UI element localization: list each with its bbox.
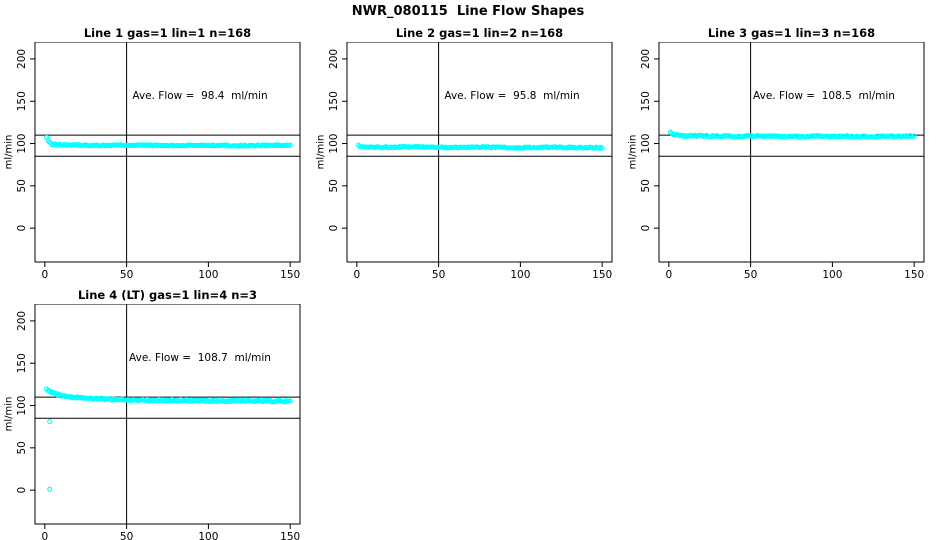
avg-flow-annotation: Ave. Flow = 95.8 ml/min bbox=[444, 90, 580, 102]
svg-text:50: 50 bbox=[640, 179, 652, 192]
subplot-title: Line 4 (LT) gas=1 lin=4 n=3 bbox=[77, 288, 258, 302]
svg-text:100: 100 bbox=[822, 269, 842, 278]
svg-text:100: 100 bbox=[198, 531, 218, 540]
svg-text:200: 200 bbox=[328, 49, 340, 69]
page-title: NWR_080115 Line Flow Shapes bbox=[351, 4, 585, 19]
svg-text:0: 0 bbox=[640, 225, 652, 232]
svg-text:100: 100 bbox=[16, 396, 28, 416]
svg-text:100: 100 bbox=[16, 134, 28, 154]
svg-text:150: 150 bbox=[640, 91, 652, 111]
svg-text:50: 50 bbox=[432, 269, 445, 278]
data-points bbox=[667, 129, 917, 140]
svg-text:50: 50 bbox=[328, 179, 340, 192]
avg-flow-annotation: Ave. Flow = 108.7 ml/min bbox=[129, 352, 271, 364]
y-axis-label: ml/min bbox=[315, 134, 327, 170]
subplot-line-4: Line 4 (LT) gas=1 lin=4 n=3 0 50 100 150 0 50… bbox=[0, 288, 312, 540]
plot-canvas-1: 0 50 100 150 0 50 100 150 200 bbox=[16, 42, 301, 278]
svg-text:50: 50 bbox=[16, 179, 28, 192]
svg-text:150: 150 bbox=[16, 353, 28, 373]
svg-text:150: 150 bbox=[328, 91, 340, 111]
subplot-line-2: Line 2 gas=1 lin=2 n=168 0 50 100 150 0 50 100… bbox=[312, 26, 624, 278]
y-axis-label: ml/min bbox=[3, 396, 15, 432]
svg-text:150: 150 bbox=[904, 269, 924, 278]
data-points bbox=[43, 134, 293, 149]
svg-text:0: 0 bbox=[41, 531, 48, 540]
svg-text:150: 150 bbox=[592, 269, 612, 278]
svg-text:0: 0 bbox=[41, 269, 48, 278]
subplot-title: Line 3 gas=1 lin=3 n=168 bbox=[707, 26, 876, 40]
subplot-line-3: Line 3 gas=1 lin=3 n=168 0 50 100 150 0 50 100… bbox=[624, 26, 936, 278]
svg-text:50: 50 bbox=[120, 531, 133, 540]
subplot-title: Line 2 gas=1 lin=2 n=168 bbox=[395, 26, 564, 40]
svg-text:200: 200 bbox=[16, 49, 28, 69]
data-points bbox=[43, 386, 293, 492]
y-axis-label: ml/min bbox=[3, 134, 15, 170]
subplot-title: Line 1 gas=1 lin=1 n=168 bbox=[83, 26, 252, 40]
svg-text:150: 150 bbox=[280, 531, 300, 540]
svg-text:0: 0 bbox=[16, 487, 28, 494]
plot-canvas-2: 0 50 100 150 0 50 100 150 200 bbox=[328, 42, 613, 278]
avg-flow-annotation: Ave. Flow = 108.5 ml/min bbox=[753, 90, 895, 102]
svg-text:150: 150 bbox=[280, 269, 300, 278]
svg-text:100: 100 bbox=[510, 269, 530, 278]
svg-text:100: 100 bbox=[198, 269, 218, 278]
svg-text:100: 100 bbox=[640, 134, 652, 154]
subplot-line-1: Line 1 gas=1 lin=1 n=168 0 50 100 150 0 50 100… bbox=[0, 26, 312, 278]
svg-text:50: 50 bbox=[744, 269, 757, 278]
plot-canvas-4: 0 50 100 150 0 50 100 150 200 bbox=[16, 304, 301, 540]
avg-flow-annotation: Ave. Flow = 98.4 ml/min bbox=[132, 90, 268, 102]
svg-text:50: 50 bbox=[16, 441, 28, 454]
svg-text:200: 200 bbox=[640, 49, 652, 69]
svg-text:0: 0 bbox=[353, 269, 360, 278]
svg-text:100: 100 bbox=[328, 134, 340, 154]
svg-text:150: 150 bbox=[16, 91, 28, 111]
plot-canvas-3: 0 50 100 150 0 50 100 150 200 bbox=[640, 42, 925, 278]
svg-text:200: 200 bbox=[16, 311, 28, 331]
y-axis-label: ml/min bbox=[627, 134, 639, 170]
svg-text:50: 50 bbox=[120, 269, 133, 278]
svg-text:0: 0 bbox=[328, 225, 340, 232]
svg-text:0: 0 bbox=[665, 269, 672, 278]
svg-text:0: 0 bbox=[16, 225, 28, 232]
data-points bbox=[355, 142, 605, 151]
